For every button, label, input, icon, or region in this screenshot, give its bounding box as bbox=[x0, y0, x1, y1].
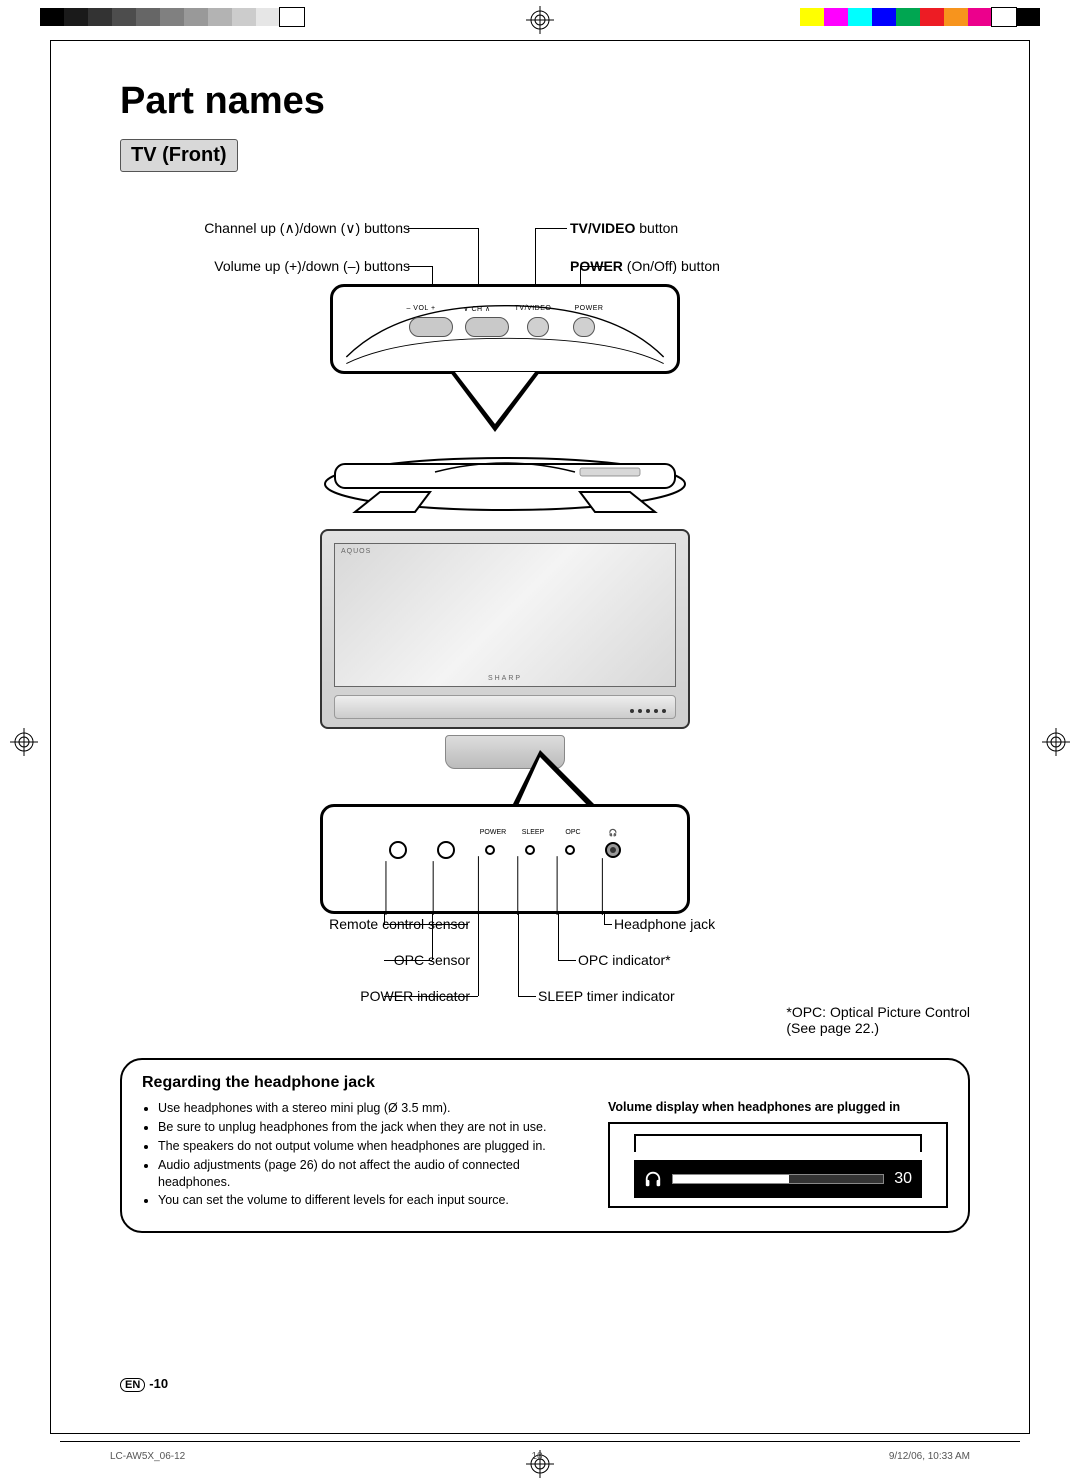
headphone-bullet: Use headphones with a stereo mini plug (… bbox=[158, 1100, 588, 1117]
headphone-bullet: Audio adjustments (page 26) do not affec… bbox=[158, 1157, 588, 1191]
volume-value: 30 bbox=[894, 1170, 912, 1188]
registration-mark-icon bbox=[1042, 728, 1070, 756]
headphone-bullet: You can set the volume to different leve… bbox=[158, 1192, 588, 1209]
page-number: EN -10 bbox=[120, 1376, 168, 1392]
doc-filename: LC-AW5X_06-12 bbox=[110, 1451, 185, 1462]
lang-badge: EN bbox=[120, 1378, 145, 1392]
page-num-text: -10 bbox=[149, 1376, 168, 1391]
page-content: Part names TV (Front) Channel up (∧)/dow… bbox=[120, 80, 970, 1384]
opc-note-line1: *OPC: Optical Picture Control bbox=[786, 1004, 970, 1020]
headphone-bullet: Be sure to unplug headphones from the ja… bbox=[158, 1119, 588, 1136]
section-heading: TV (Front) bbox=[120, 139, 238, 172]
printer-grayscale-bar bbox=[40, 8, 304, 26]
registration-mark-icon bbox=[526, 6, 554, 34]
headphone-bullet: The speakers do not output volume when h… bbox=[158, 1138, 588, 1155]
headphone-bullets: Use headphones with a stereo mini plug (… bbox=[142, 1100, 588, 1211]
doc-page: 10 bbox=[531, 1451, 542, 1462]
opc-note-line2: (See page 22.) bbox=[786, 1020, 970, 1036]
headphone-icon bbox=[644, 1170, 662, 1188]
registration-mark-icon bbox=[10, 728, 38, 756]
volume-display-heading: Volume display when headphones are plugg… bbox=[608, 1100, 948, 1114]
doc-date: 9/12/06, 10:33 AM bbox=[889, 1451, 970, 1462]
headphone-info-box: Regarding the headphone jack Use headpho… bbox=[120, 1058, 970, 1233]
document-footer: LC-AW5X_06-12 10 9/12/06, 10:33 AM bbox=[110, 1451, 970, 1462]
page-title: Part names bbox=[120, 80, 970, 123]
volume-display-diagram: 30 bbox=[608, 1122, 948, 1208]
headphone-heading: Regarding the headphone jack bbox=[142, 1074, 948, 1092]
printer-color-bar bbox=[800, 8, 1040, 26]
diagram-area: Channel up (∧)/down (∨) buttons Volume u… bbox=[120, 194, 970, 1074]
opc-footnote: *OPC: Optical Picture Control (See page … bbox=[786, 1004, 970, 1036]
